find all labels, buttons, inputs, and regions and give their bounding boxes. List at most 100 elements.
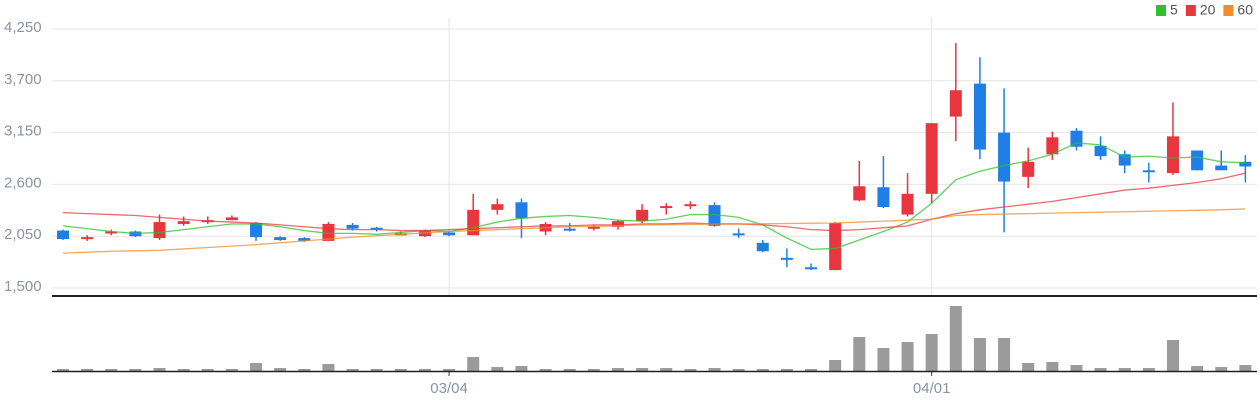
candle-body [732,233,745,236]
volume-bar [732,369,745,371]
legend-swatch [1223,5,1234,16]
volume-bar [1239,365,1252,371]
volume-bar [443,369,456,371]
volume-bar [1118,368,1131,371]
legend-label: 20 [1200,2,1216,18]
candle-body [925,123,938,194]
x-tick-label: 03/04 [430,380,468,397]
candle-body [563,228,576,231]
x-tick-label: 04/01 [913,380,951,397]
candle-body [780,257,793,260]
volume-bar [684,369,697,371]
volume-bar [298,369,311,371]
volume-bar [129,369,142,371]
moving-average-line [62,208,1246,254]
candle-body [1191,150,1204,171]
candle-body [491,204,504,210]
volume-bar [1191,366,1204,371]
candle-body [1239,161,1252,167]
candle-body [225,217,238,221]
volume-bar [587,369,600,371]
candle-body [636,209,649,222]
candle-body [1215,165,1228,171]
volume-bar [829,360,842,371]
volume-bar [81,369,94,371]
volume-bar [322,364,335,371]
volume-bar [901,342,914,371]
candle-body [1142,170,1155,173]
candle-body [587,226,600,229]
candle-body [177,221,190,224]
volume-bar [660,368,673,371]
candle-body [829,223,842,271]
candle-body [298,238,311,241]
volume-bar [515,366,528,371]
volume-bar [57,369,69,371]
volume-bar [250,363,263,371]
moving-average-line [62,142,1246,251]
candle-body [805,267,818,270]
volume-bar [201,369,214,371]
candle-body [756,242,769,252]
legend-label: 60 [1237,2,1253,18]
candle-body [57,230,69,240]
volume-bar [105,369,118,371]
candle-body [105,231,118,234]
candle-body [998,132,1011,182]
candle-body [949,90,962,117]
volume-bar [756,369,769,371]
volume-bar [877,348,890,371]
volume-bar [418,369,431,371]
candle-body [250,223,263,238]
candle-body [853,186,866,201]
volume-bar [949,306,962,371]
volume-bar [973,338,986,371]
candle-body [274,237,287,240]
volume-bar [1166,340,1179,371]
volume-bar [805,369,818,371]
volume-bar [467,357,480,371]
volume-bar [1070,365,1083,371]
volume-bar [563,369,576,371]
legend-swatch [1156,5,1167,16]
candle-body [611,221,624,227]
y-tick-label: 2,600 [4,174,42,191]
candle-body [901,193,914,215]
legend-swatch [1185,5,1196,16]
candle-body [467,209,480,236]
candle-body [153,222,166,239]
candle-body [877,187,890,208]
candle-body [1046,137,1059,155]
candle-body [660,206,673,209]
volume-bar [539,369,552,371]
volume-bar [998,338,1011,371]
volume-bar [1022,363,1035,371]
volume-bar [780,369,793,371]
volume-bar [491,367,504,371]
volume-bar [394,369,407,371]
candle-body [1118,154,1131,166]
candle-body [973,83,986,150]
volume-bar [346,369,359,371]
candle-body [708,205,721,226]
volume-bar [1215,367,1228,371]
volume-bar [853,337,866,371]
volume-bar [1046,362,1059,371]
volume-bar [1142,368,1155,371]
y-tick-label: 1,500 [4,278,42,295]
volume-bar [177,369,190,371]
candle-body [1166,136,1179,174]
volume-bar [153,368,166,371]
volume-bar [925,334,938,371]
candle-body [1022,161,1035,177]
volume-bar [636,368,649,371]
candle-body [443,232,456,236]
y-tick-label: 3,700 [4,71,42,88]
candle-body [81,237,94,240]
candle-body [346,224,359,229]
volume-bar [370,369,383,371]
candle-body [370,227,383,230]
candle-body [684,204,697,207]
